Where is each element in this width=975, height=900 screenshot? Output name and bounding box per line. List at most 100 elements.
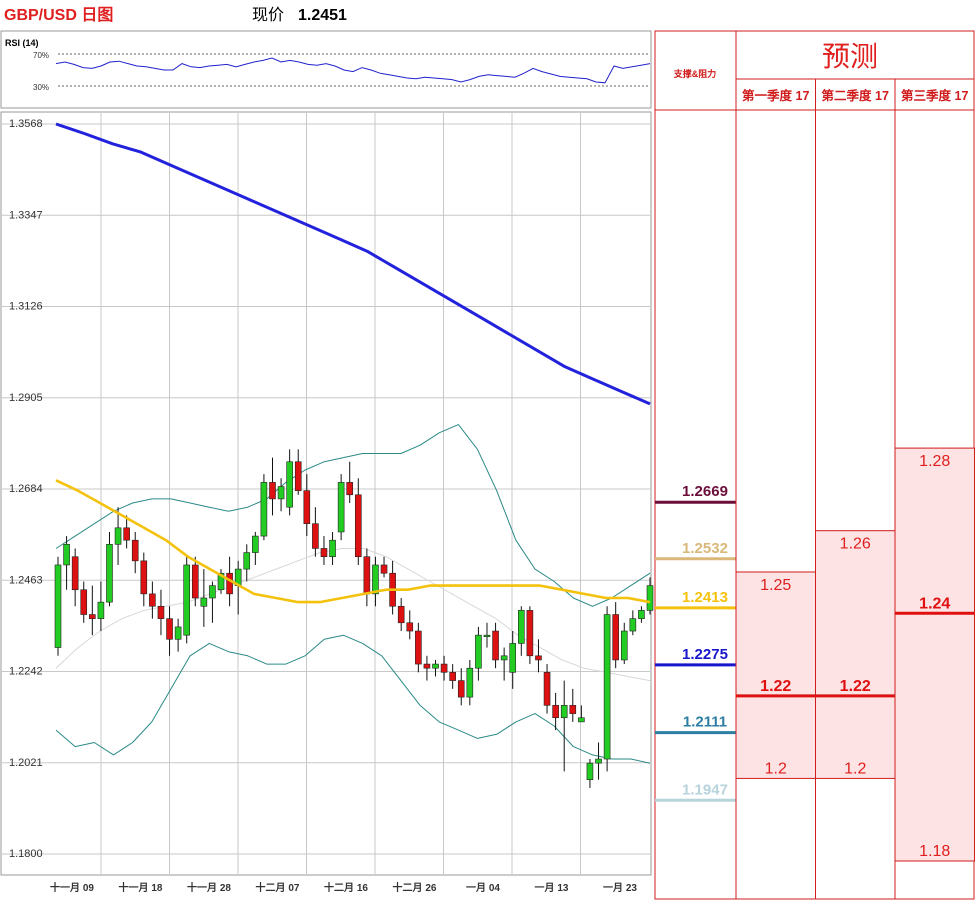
candle-body [260, 482, 268, 537]
candle-body [638, 610, 645, 619]
candle [423, 655, 431, 681]
level-item: 1.2669 [655, 483, 736, 504]
candle [329, 531, 336, 565]
candle [54, 556, 62, 656]
forecast-title: 预测 [822, 41, 878, 72]
grid [2, 113, 650, 874]
x-tick-label: 十二月 26 [393, 881, 437, 894]
candle-body [620, 630, 628, 661]
candle-body [149, 593, 156, 607]
y-tick-label: 1.2684 [9, 483, 43, 495]
candle-body [269, 482, 276, 500]
candle-body [432, 663, 439, 669]
candle [200, 569, 208, 627]
candle [294, 449, 302, 495]
candle [337, 474, 345, 541]
candle-body [492, 630, 499, 661]
candle [483, 622, 491, 648]
candle-body [543, 672, 551, 706]
candle-body [320, 548, 328, 558]
y-axis: 1.3568 1.3347 1.3126 1.2905 1.2684 1.2463 1.22… [9, 118, 43, 860]
y-tick-label: 1.2905 [9, 392, 43, 404]
candle [526, 606, 534, 665]
levels-panel: 支撑&阻力 1.2669 1.2532 1.2413 1.2275 1.2111 1.19… [654, 30, 737, 900]
candle-body [54, 564, 62, 648]
candle-body [97, 601, 105, 619]
candle [114, 507, 122, 565]
candle-body [372, 564, 379, 595]
candle [346, 461, 354, 504]
candle [80, 581, 88, 623]
level-item: 1.2275 [655, 646, 736, 667]
candle [191, 556, 199, 607]
candle-body [277, 486, 285, 500]
moving-averages [55, 122, 651, 604]
candle-body [457, 680, 465, 698]
level-label: 1.2669 [682, 483, 728, 500]
forecast-range-box [894, 447, 975, 862]
candle [183, 556, 190, 644]
candle-body [603, 614, 611, 760]
candle-body [586, 762, 594, 780]
ma-long-line [55, 122, 651, 406]
candle [440, 655, 448, 681]
candle-body [406, 622, 414, 632]
rsi-line [55, 57, 651, 84]
candle-body [106, 544, 113, 603]
candle-body [140, 560, 148, 595]
forecast-mid-label: 1.24 [919, 595, 950, 612]
candle-body [560, 705, 568, 719]
candle-body [329, 539, 336, 558]
price-label: 现价 [252, 7, 284, 24]
x-tick-label: 十二月 16 [324, 881, 368, 894]
candle-body [578, 717, 585, 723]
candle [629, 610, 637, 636]
candle [243, 544, 251, 582]
candle-body [312, 523, 319, 549]
candle [569, 688, 577, 722]
candle [595, 742, 602, 780]
candle-body [354, 494, 362, 558]
candle-body [612, 614, 619, 661]
candle-body [303, 490, 311, 524]
levels-list: 1.2669 1.2532 1.2413 1.2275 1.2111 1.1947 [655, 483, 736, 802]
candle [303, 474, 311, 537]
candle-body [509, 643, 517, 673]
forecast-low-label: 1.2 [765, 760, 787, 777]
candle [260, 474, 268, 541]
candle-body [595, 758, 602, 764]
candle [97, 581, 105, 632]
x-tick-label: 十二月 07 [256, 881, 300, 894]
level-label: 1.2532 [682, 540, 728, 557]
candle [509, 631, 517, 689]
candle [320, 536, 328, 565]
candle-body [475, 634, 482, 669]
forecast-range-box [815, 530, 896, 779]
candle-body [646, 585, 654, 611]
candle [560, 680, 568, 772]
rsi-frame [0, 30, 652, 109]
rsi-label: RSI (14) [5, 38, 39, 48]
x-axis: 十一月 09 十一月 18 十一月 28 十二月 07 十二月 16 十二月 26 一月 0… [50, 881, 637, 894]
level-label: 1.2111 [683, 714, 727, 731]
forecast-column-header: 第三季度 17 [901, 88, 968, 103]
candle-body [200, 597, 208, 607]
candle [123, 515, 130, 549]
level-label: 1.2275 [682, 646, 728, 663]
price-frame [0, 111, 652, 876]
x-tick-label: 一月 04 [466, 882, 500, 894]
candle [518, 606, 525, 656]
candle [543, 664, 551, 714]
candle-body [415, 630, 422, 665]
candle-body [174, 626, 182, 640]
candle-body [252, 535, 259, 553]
candle [457, 668, 465, 706]
candle [131, 531, 139, 574]
candle [354, 478, 362, 565]
candle [406, 610, 414, 640]
candle [397, 598, 405, 632]
candle-body [114, 527, 122, 545]
rsi-level-low-label: 30% [33, 83, 49, 92]
candle [646, 577, 654, 615]
candle [157, 589, 165, 636]
